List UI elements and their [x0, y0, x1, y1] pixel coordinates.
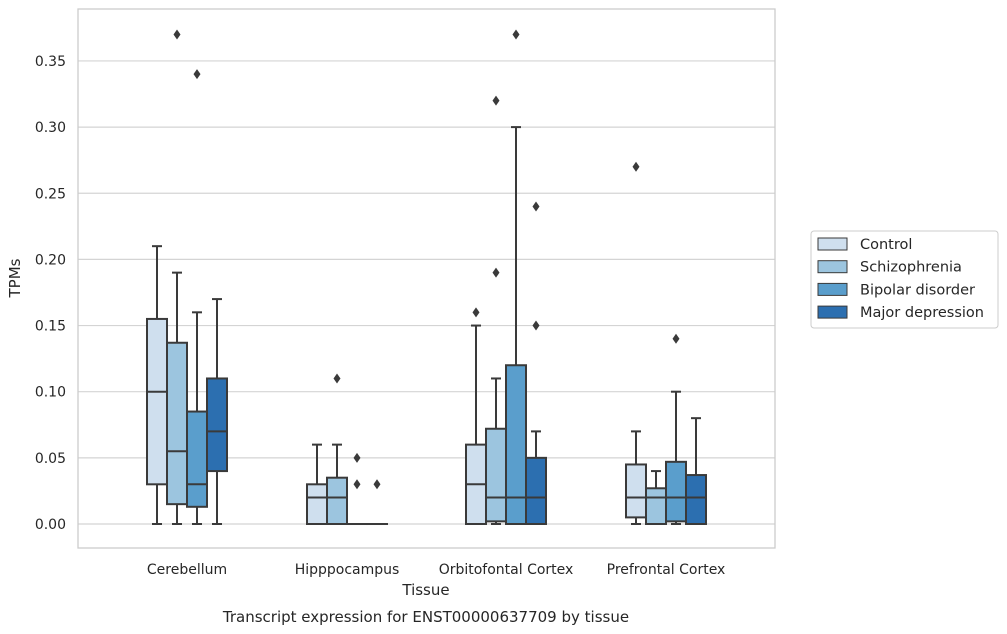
outlier-marker	[373, 479, 381, 490]
box-group	[645, 470, 667, 525]
box-group	[685, 417, 707, 526]
x-tick-label: Prefrontal Cortex	[607, 562, 726, 578]
y-tick-label: 0.05	[35, 451, 66, 467]
plot-area-frame	[77, 8, 776, 549]
outlier-marker	[353, 452, 361, 463]
box-body	[485, 427, 507, 523]
legend-swatch	[817, 305, 848, 319]
box-body	[326, 476, 348, 526]
legend-swatch	[817, 260, 848, 274]
box-group	[366, 479, 388, 526]
box-body	[146, 317, 168, 486]
x-tick-label: Cerebellum	[147, 562, 227, 578]
y-tick-label: 0.15	[35, 319, 66, 335]
outlier-marker	[532, 201, 540, 212]
legend-frame	[810, 230, 999, 329]
box-body	[206, 377, 228, 473]
box-group	[465, 307, 487, 525]
chart-caption: Transcript expression for ENST0000063770…	[222, 608, 629, 626]
outlier-marker	[193, 69, 201, 80]
box-group	[505, 29, 527, 525]
outlier-marker	[492, 267, 500, 278]
outlier-marker	[532, 320, 540, 331]
box-group	[306, 443, 328, 525]
box-body	[625, 463, 647, 519]
box-group	[346, 452, 368, 526]
box-group	[326, 373, 348, 526]
y-axis-label: TPMs	[6, 258, 24, 298]
x-tick-label: Hipppocampus	[295, 562, 400, 578]
box-body	[525, 456, 547, 526]
box-body	[186, 410, 208, 508]
outlier-marker	[492, 95, 500, 106]
legend-swatch	[817, 282, 848, 296]
outlier-marker	[353, 479, 361, 490]
y-axis-ticks: 0.00 0.05 0.10 0.15 0.20 0.25 0.30 0.35	[35, 54, 66, 533]
legend-label: Major depression	[860, 305, 984, 321]
legend-label: Control	[860, 237, 912, 253]
legend-label: Schizophrenia	[860, 260, 962, 276]
x-axis-label: Tissue	[401, 581, 449, 599]
boxes-layer	[146, 29, 707, 526]
y-tick-label: 0.00	[35, 517, 66, 533]
box-group	[186, 69, 208, 525]
box-body	[685, 474, 707, 526]
outlier-marker	[672, 333, 680, 344]
outlier-marker	[173, 29, 181, 40]
outlier-marker	[512, 29, 520, 40]
box-group	[485, 95, 507, 525]
legend: Control Schizophrenia Bipolar disorder Majo…	[810, 230, 999, 329]
box-group	[525, 201, 547, 526]
box-body	[665, 460, 687, 523]
x-tick-label: Orbitofontal Cortex	[439, 562, 574, 578]
y-tick-label: 0.20	[35, 252, 66, 268]
box-group	[166, 29, 188, 525]
y-tick-label: 0.25	[35, 186, 66, 202]
outlier-marker	[632, 161, 640, 172]
box-body	[645, 487, 667, 525]
outlier-marker	[333, 373, 341, 384]
box-body	[306, 483, 328, 525]
x-axis-ticks: Cerebellum Hipppocampus Orbitofontal Corte…	[147, 562, 725, 578]
legend-label: Bipolar disorder	[860, 282, 975, 298]
box-body	[505, 364, 527, 525]
box-group	[625, 161, 647, 525]
box-group	[146, 245, 168, 525]
y-tick-label: 0.30	[35, 120, 66, 136]
legend-swatch	[817, 237, 848, 251]
y-tick-label: 0.10	[35, 385, 66, 401]
outlier-marker	[472, 307, 480, 318]
box-group	[665, 333, 687, 525]
y-tick-label: 0.35	[35, 54, 66, 70]
box-body	[166, 341, 188, 506]
box-group	[206, 298, 228, 525]
